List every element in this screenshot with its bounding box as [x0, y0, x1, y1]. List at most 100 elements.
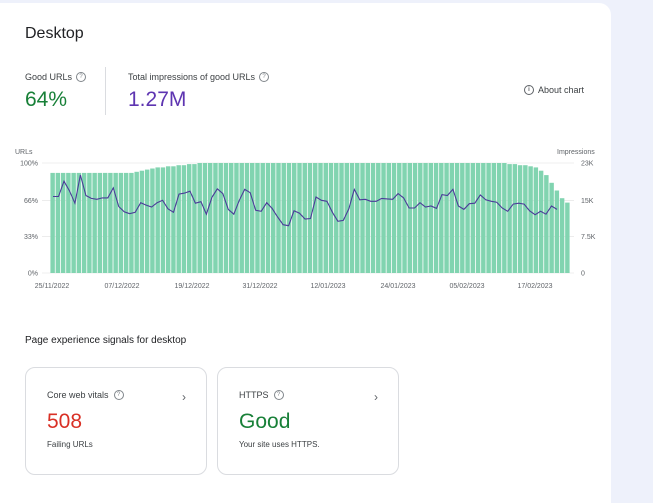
help-icon[interactable]: ?: [259, 72, 270, 82]
about-chart-button[interactable]: i About chart: [524, 85, 584, 95]
bar: [139, 170, 145, 273]
bar: [538, 170, 544, 273]
bar: [223, 163, 229, 273]
bar: [186, 164, 192, 273]
section-title: Page experience signals for desktop: [25, 335, 187, 346]
bar: [360, 163, 365, 273]
bar: [454, 163, 460, 273]
card-title: Desktop: [25, 25, 84, 42]
y-tick-label-left: 0%: [28, 271, 38, 278]
bar: [281, 163, 286, 273]
bar: [502, 163, 507, 273]
bar: [292, 163, 297, 273]
signal-description: Failing URLs: [47, 440, 93, 449]
bar: [449, 163, 455, 273]
y-tick-label-left: 100%: [20, 161, 38, 168]
bar: [102, 172, 108, 273]
bar: [465, 163, 470, 273]
bar: [475, 163, 481, 273]
right-axis-label: Impressions: [557, 149, 595, 156]
y-tick-label-right: 23K: [581, 161, 594, 168]
bar: [460, 163, 465, 273]
about-chart-label: About chart: [538, 85, 585, 95]
bar: [113, 172, 118, 273]
core-web-vitals-card[interactable]: Core web vitals ? › 508 Failing URLs: [25, 367, 207, 475]
bar: [439, 163, 444, 273]
y-tick-label-left: 66%: [24, 198, 38, 205]
bar: [370, 163, 376, 273]
urls-impressions-chart: URLs Impressions 100% 23K 66% 15K 33% 7.5K 0% 0 25…: [15, 149, 596, 290]
signal-label: Core web vitals: [47, 390, 109, 400]
chevron-right-icon: ›: [374, 390, 378, 404]
bar: [402, 163, 407, 273]
bar: [559, 198, 565, 273]
help-icon[interactable]: ?: [273, 390, 284, 400]
bar: [444, 163, 449, 273]
bar: [244, 163, 250, 273]
bar: [507, 164, 512, 273]
y-tick-label-right: 15K: [581, 198, 594, 205]
impressions-line: [53, 174, 558, 227]
bar: [433, 163, 439, 273]
bar: [255, 163, 260, 273]
bar: [160, 167, 166, 273]
bar: [97, 172, 103, 273]
bar: [554, 190, 560, 273]
desktop-card: Desktop Good URLs ? 64% Total impression…: [0, 3, 611, 503]
bar: [123, 172, 129, 273]
x-tick-label: 07/12/2022: [104, 283, 139, 290]
bar: [234, 163, 239, 273]
info-icon: i: [524, 85, 534, 95]
y-tick-label-right: 0: [581, 271, 585, 278]
x-tick-label: 05/02/2023: [449, 283, 484, 290]
bar: [249, 163, 255, 273]
signal-label: HTTPS: [239, 390, 269, 400]
good-urls-label-row: Good URLs ?: [25, 72, 87, 82]
bar: [66, 172, 71, 273]
bar: [544, 175, 549, 273]
bar: [528, 166, 533, 273]
bar: [92, 172, 97, 273]
bar: [481, 163, 486, 273]
bar: [486, 163, 491, 273]
y-tick-label-left: 33%: [24, 234, 38, 241]
bar: [349, 163, 355, 273]
bar: [260, 163, 265, 273]
x-tick-label: 17/02/2023: [517, 283, 552, 290]
https-card[interactable]: HTTPS ? › Good Your site uses HTTPS.: [217, 367, 399, 475]
bar: [418, 163, 423, 273]
x-tick-label: 31/12/2022: [242, 283, 277, 290]
bar: [239, 163, 244, 273]
bar: [228, 163, 234, 273]
bar: [533, 167, 539, 273]
bar: [50, 172, 55, 273]
bar: [165, 166, 171, 273]
bar: [81, 172, 87, 273]
bar: [129, 172, 134, 273]
bar: [523, 165, 528, 273]
bar: [76, 172, 82, 273]
bar: [265, 163, 271, 273]
y-tick-label-right: 7.5K: [581, 234, 596, 241]
bar: [428, 163, 434, 273]
bar: [318, 163, 323, 273]
x-tick-label: 19/12/2022: [174, 283, 209, 290]
good-urls-label: Good URLs: [25, 72, 73, 82]
help-icon[interactable]: ?: [113, 390, 124, 400]
bar: [297, 163, 302, 273]
bar: [517, 165, 523, 273]
help-icon[interactable]: ?: [76, 72, 87, 82]
bar: [391, 163, 397, 273]
bar: [144, 169, 150, 273]
chevron-right-icon: ›: [182, 390, 186, 404]
bar: [491, 163, 497, 273]
bar: [381, 163, 386, 273]
bar: [202, 163, 208, 273]
bar: [328, 163, 334, 273]
bar: [218, 163, 223, 273]
bar: [108, 172, 113, 273]
bar: [355, 163, 360, 273]
bar: [344, 163, 349, 273]
bar: [407, 163, 413, 273]
bar: [339, 163, 344, 273]
